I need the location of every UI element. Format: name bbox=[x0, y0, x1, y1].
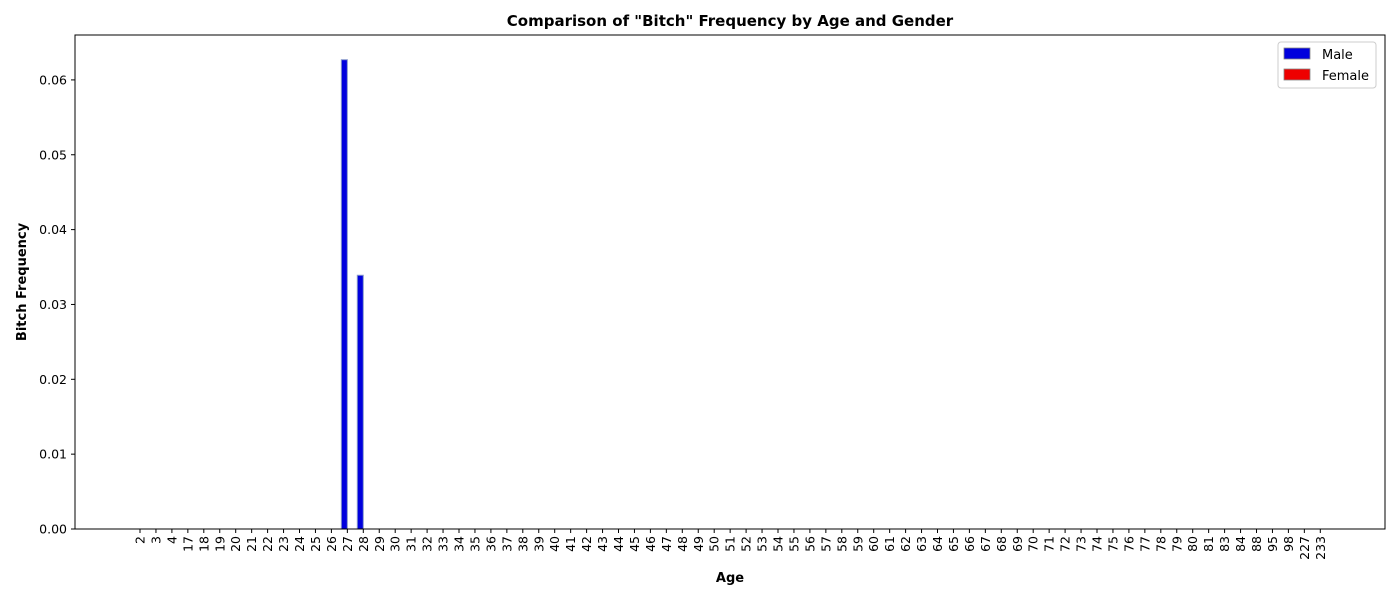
x-tick-label: 98 bbox=[1281, 536, 1296, 552]
x-tick-label: 79 bbox=[1169, 536, 1184, 552]
x-tick-label: 58 bbox=[834, 536, 849, 552]
x-tick-label: 71 bbox=[1042, 536, 1057, 552]
x-tick-label: 34 bbox=[452, 536, 467, 552]
x-tick-label: 74 bbox=[1090, 536, 1105, 552]
x-tick-label: 68 bbox=[994, 536, 1009, 552]
x-tick-label: 54 bbox=[771, 536, 786, 552]
x-tick-label: 38 bbox=[515, 536, 530, 552]
x-tick-label: 62 bbox=[898, 536, 913, 552]
x-tick-label: 31 bbox=[404, 536, 419, 552]
legend-label-male: Male bbox=[1322, 48, 1353, 63]
x-tick-label: 26 bbox=[324, 536, 339, 552]
x-tick-label: 57 bbox=[818, 536, 833, 552]
x-tick-label: 18 bbox=[196, 536, 211, 552]
y-tick-label: 0.05 bbox=[39, 147, 67, 162]
plot-frame bbox=[74, 34, 1386, 530]
x-tick-label: 45 bbox=[627, 536, 642, 552]
x-tick-label: 33 bbox=[436, 536, 451, 552]
x-tick-label: 48 bbox=[675, 536, 690, 552]
bar-male bbox=[356, 274, 364, 530]
legend-label-female: Female bbox=[1322, 69, 1369, 84]
x-tick-label: 53 bbox=[755, 536, 770, 552]
x-tick-label: 49 bbox=[691, 536, 706, 552]
x-tick-label: 52 bbox=[739, 536, 754, 552]
x-tick-label: 17 bbox=[180, 536, 195, 552]
y-tick-label: 0.01 bbox=[39, 447, 67, 462]
bar-male bbox=[340, 59, 348, 530]
x-tick-label: 56 bbox=[802, 536, 817, 552]
x-tick-label: 227 bbox=[1297, 536, 1312, 560]
x-tick-label: 2 bbox=[133, 536, 148, 544]
x-tick-label: 73 bbox=[1074, 536, 1089, 552]
x-tick-label: 70 bbox=[1026, 536, 1041, 552]
x-tick-label: 233 bbox=[1313, 536, 1328, 560]
x-tick-label: 39 bbox=[531, 536, 546, 552]
x-tick-label: 81 bbox=[1201, 536, 1216, 552]
x-tick-label: 60 bbox=[866, 536, 881, 552]
x-tick-label: 77 bbox=[1137, 536, 1152, 552]
y-tick-label: 0.02 bbox=[39, 372, 67, 387]
x-tick-label: 83 bbox=[1217, 536, 1232, 552]
x-tick-label: 84 bbox=[1233, 536, 1248, 552]
x-tick-label: 22 bbox=[260, 536, 275, 552]
x-tick-label: 95 bbox=[1265, 536, 1280, 552]
x-tick-label: 66 bbox=[962, 536, 977, 552]
x-tick-label: 72 bbox=[1058, 536, 1073, 552]
x-tick-label: 78 bbox=[1153, 536, 1168, 552]
x-tick-label: 59 bbox=[850, 536, 865, 552]
x-tick-label: 20 bbox=[228, 536, 243, 552]
legend-swatch-male bbox=[1283, 47, 1311, 60]
x-tick-label: 24 bbox=[292, 536, 307, 552]
x-tick-label: 55 bbox=[786, 536, 801, 552]
x-tick-label: 65 bbox=[946, 536, 961, 552]
x-tick-label: 37 bbox=[499, 536, 514, 552]
x-tick-label: 46 bbox=[643, 536, 658, 552]
x-tick-label: 25 bbox=[308, 536, 323, 552]
x-tick-label: 19 bbox=[212, 536, 227, 552]
y-axis-label: Bitch Frequency bbox=[15, 222, 30, 341]
x-tick-label: 21 bbox=[244, 536, 259, 552]
x-tick-label: 63 bbox=[914, 536, 929, 552]
x-tick-label: 76 bbox=[1121, 536, 1136, 552]
y-tick-label: 0.04 bbox=[39, 222, 67, 237]
x-tick-label: 47 bbox=[659, 536, 674, 552]
y-tick-label: 0.00 bbox=[39, 522, 67, 537]
x-tick-label: 29 bbox=[372, 536, 387, 552]
x-tick-label: 23 bbox=[276, 536, 291, 552]
x-tick-label: 4 bbox=[164, 536, 179, 544]
x-tick-label: 40 bbox=[547, 536, 562, 552]
plot-area: 0.000.010.020.030.040.050.062 3 4 17 18 19 20 2… bbox=[39, 59, 1328, 560]
legend-swatch-female bbox=[1283, 68, 1311, 81]
x-tick-label: 67 bbox=[978, 536, 993, 552]
x-tick-label: 30 bbox=[388, 536, 403, 552]
x-tick-label: 36 bbox=[483, 536, 498, 552]
y-tick-label: 0.06 bbox=[39, 72, 67, 87]
x-tick-label: 43 bbox=[595, 536, 610, 552]
x-tick-label: 80 bbox=[1185, 536, 1200, 552]
x-tick-label: 75 bbox=[1105, 536, 1120, 552]
y-tick-label: 0.03 bbox=[39, 297, 67, 312]
x-tick-label: 32 bbox=[420, 536, 435, 552]
x-tick-label: 35 bbox=[467, 536, 482, 552]
x-tick-label: 41 bbox=[563, 536, 578, 552]
x-tick-label: 44 bbox=[611, 536, 626, 552]
x-tick-label: 28 bbox=[356, 536, 371, 552]
x-tick-label: 61 bbox=[882, 536, 897, 552]
legend: Male Female bbox=[1277, 41, 1377, 89]
chart-title: Comparison of "Bitch" Frequency by Age a… bbox=[507, 12, 954, 30]
x-axis-label: Age bbox=[716, 571, 744, 586]
x-tick-label: 3 bbox=[148, 536, 163, 544]
x-tick-label: 64 bbox=[930, 536, 945, 552]
x-tick-label: 69 bbox=[1010, 536, 1025, 552]
x-tick-label: 51 bbox=[723, 536, 738, 552]
x-tick-label: 88 bbox=[1249, 536, 1264, 552]
x-tick-label: 27 bbox=[340, 536, 355, 552]
x-tick-label: 50 bbox=[707, 536, 722, 552]
x-tick-label: 42 bbox=[579, 536, 594, 552]
